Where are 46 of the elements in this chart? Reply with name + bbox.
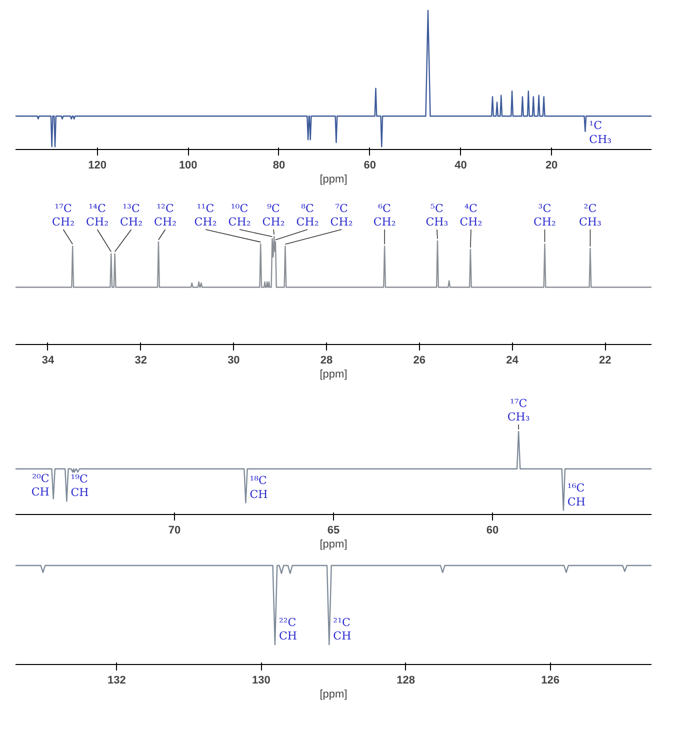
x-tick-label: 22: [598, 354, 612, 366]
x-axis-title: [ppm]: [320, 688, 348, 700]
annotation: ⁷C CH₂: [330, 202, 353, 228]
x-tick-label: 70: [168, 524, 181, 536]
annotation: ²²C CH: [278, 616, 297, 643]
x-tick-label: 128: [396, 674, 415, 686]
annotation: ⁶C CH₂: [373, 202, 396, 228]
annotation: ⁸C CH₂: [296, 202, 319, 228]
annotation: ¹²C CH₂: [154, 202, 176, 228]
annotation: ³C CH₂: [534, 202, 556, 228]
x-tick-label: 126: [541, 674, 560, 686]
x-tick-label: 28: [320, 354, 333, 366]
x-tick-label: 40: [454, 160, 467, 172]
annotation: ¹⁹C CH: [70, 472, 89, 500]
annotation: ²⁰C CH: [31, 472, 50, 498]
x-tick-label: 80: [272, 160, 286, 172]
annotation: ¹⁷C CH₃: [507, 396, 530, 424]
annotation: ⁴C CH₂: [460, 202, 482, 228]
x-tick-label: 60: [486, 524, 499, 536]
x-tick-label: 34: [42, 354, 55, 366]
x-tick-label: 32: [134, 354, 147, 366]
x-tick-label: 60: [364, 160, 376, 172]
annotation: ¹⁸C CH: [250, 474, 268, 501]
annotation: ²C CH₃: [579, 202, 602, 228]
x-tick-label: 120: [88, 160, 106, 172]
x-tick-label: 65: [327, 524, 340, 536]
x-tick-label: 132: [108, 674, 126, 686]
x-tick-label: 26: [413, 354, 426, 366]
x-axis-title: [ppm]: [320, 368, 348, 380]
x-tick-label: 130: [252, 674, 270, 686]
annotation: ²¹C CH: [333, 616, 352, 643]
annotation: ¹⁶C CH: [567, 482, 586, 508]
annotation: ¹³C CH₂: [120, 202, 142, 228]
annotation: ¹⁴C CH₂: [86, 202, 108, 228]
x-tick-label: 20: [545, 160, 558, 172]
x-tick-label: 100: [178, 160, 198, 172]
x-tick-label: 30: [228, 354, 240, 366]
annotation: ¹⁰C CH₂: [228, 202, 251, 228]
x-tick-label: 24: [506, 354, 520, 366]
annotation: ⁵C CH₃: [426, 202, 448, 228]
x-axis-title: [ppm]: [320, 538, 348, 550]
x-axis-title: [ppm]: [320, 174, 348, 186]
annotation: ⁹C CH₂: [262, 202, 285, 228]
annotation: ¹¹C CH₂: [194, 202, 217, 228]
annotation: ¹⁷C CH₂: [52, 202, 74, 228]
annotation: ¹C CH₃: [589, 119, 612, 146]
